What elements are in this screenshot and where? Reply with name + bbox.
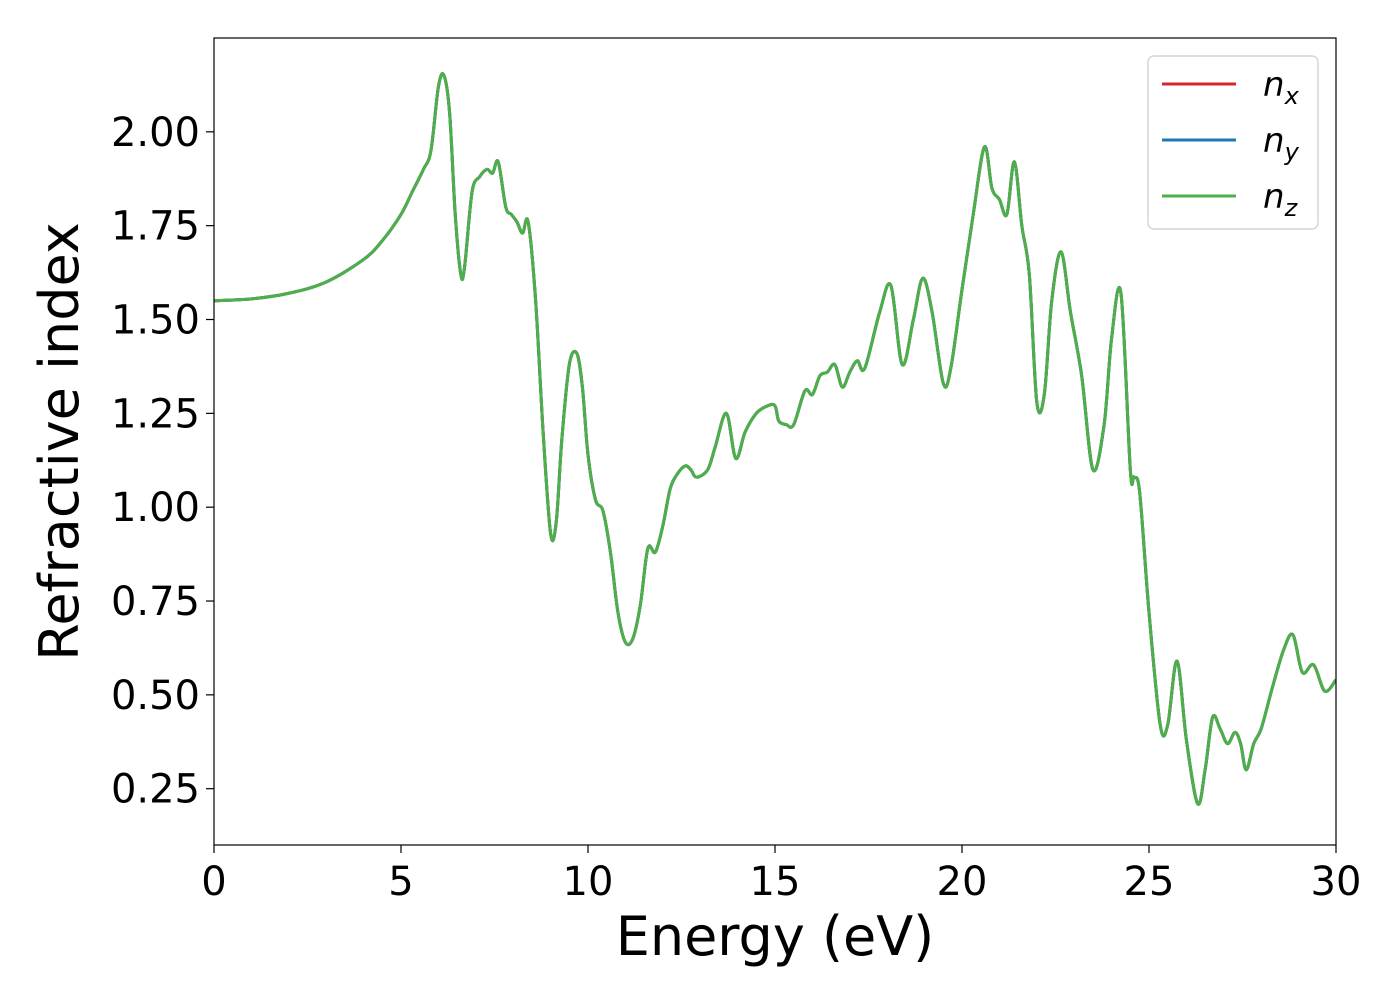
x-tick-label: 0 (201, 859, 226, 905)
x-tick-label: 25 (1124, 859, 1175, 905)
y-tick-label: 0.50 (111, 673, 200, 719)
legend-item-nz: nz (1162, 177, 1299, 222)
legend-item-nx: nx (1162, 65, 1300, 110)
y-tick-label: 2.00 (111, 110, 200, 156)
ticks-layer: 0 5 10 15 20 25 30 0.25 0.50 0.75 1.00 1.25 1.50 1.75… (111, 110, 1362, 905)
series-line-z (214, 72, 1336, 806)
legend-box (1147, 55, 1319, 230)
x-tick-label: 15 (750, 859, 801, 905)
legend: nx ny nz (1147, 55, 1319, 230)
y-tick-label: 1.75 (111, 204, 200, 250)
y-tick-label: 1.50 (111, 298, 200, 344)
y-tick-label: 0.75 (111, 579, 200, 625)
x-tick-label: 20 (937, 859, 988, 905)
legend-item-ny: ny (1162, 121, 1300, 166)
y-axis-title: Refractive index (28, 222, 91, 661)
x-axis-title: Energy (eV) (616, 905, 935, 968)
y-tick-label: 0.25 (111, 767, 200, 813)
x-tick-label: 10 (563, 859, 614, 905)
series-layer (214, 72, 1336, 806)
legend-label: ny (1263, 121, 1300, 166)
y-tick-label: 1.25 (111, 391, 200, 437)
x-tick-label: 5 (388, 859, 413, 905)
x-tick-label: 30 (1311, 859, 1362, 905)
legend-label: nx (1263, 65, 1300, 110)
y-tick-label: 1.00 (111, 485, 200, 531)
legend-label: nz (1263, 177, 1299, 222)
